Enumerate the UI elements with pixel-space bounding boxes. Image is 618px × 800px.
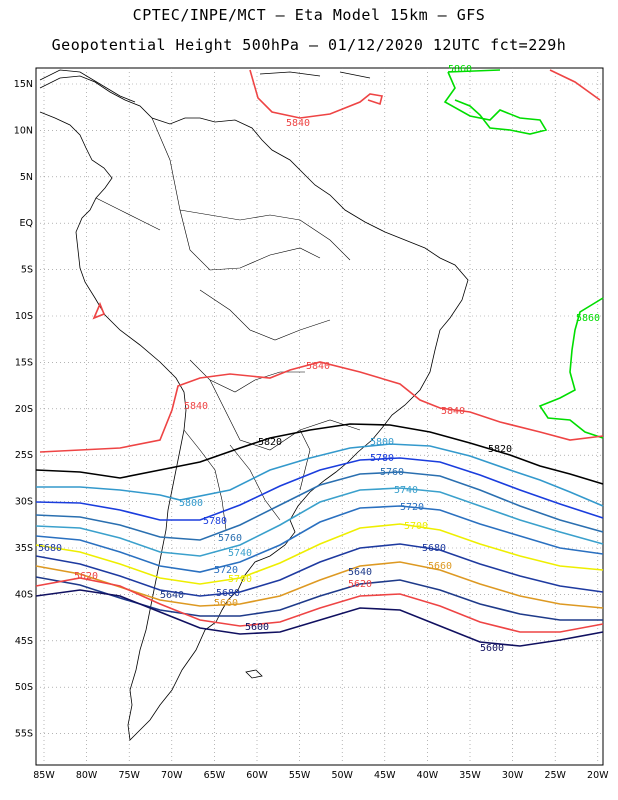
contour-label: 5600 <box>480 643 504 654</box>
lat-tick-label: 45S <box>15 636 33 647</box>
title-line-1: CPTEC/INPE/MCT – Eta Model 15km – GFS <box>132 6 486 24</box>
contour-label: 5620 <box>348 579 372 590</box>
longitude-axis: 85W 80W 75W 70W 65W 60W 55W 50W 45W 40W 35W 30W 25W 2… <box>33 770 609 781</box>
contour-label: 5840 <box>306 361 330 372</box>
contour-label: 5780 <box>370 453 394 464</box>
contour-5760 <box>35 471 604 541</box>
contour-label: 5860 <box>448 64 472 75</box>
contour-label: 5680 <box>422 543 446 554</box>
lat-tick-label: 30S <box>15 497 33 508</box>
contour-5800 <box>36 443 604 507</box>
lon-tick-label: 70W <box>161 770 183 781</box>
contour-label: 5740 <box>394 485 418 496</box>
contour-label: 5820 <box>488 444 512 455</box>
contour-label: 5640 <box>160 590 184 601</box>
contour-label: 5640 <box>348 567 372 578</box>
lon-tick-label: 30W <box>502 770 524 781</box>
contour-label: 5840 <box>441 406 465 417</box>
border-line <box>183 429 227 531</box>
lon-tick-label: 75W <box>118 770 140 781</box>
lon-tick-label: 45W <box>374 770 396 781</box>
contour-label: 5680 <box>216 588 240 599</box>
contour-label: 5800 <box>370 437 394 448</box>
lat-tick-label: 10N <box>14 125 33 136</box>
contour-label: 5840 <box>184 401 208 412</box>
contour-5740 <box>35 487 604 557</box>
contour-5840-south <box>39 361 604 453</box>
border-line <box>179 209 351 261</box>
contour-5680 <box>35 543 604 597</box>
lon-tick-label: 55W <box>289 770 311 781</box>
contour-5720 <box>35 505 604 573</box>
contour-lines <box>35 69 604 647</box>
contour-label: 5700 <box>228 574 252 585</box>
border-line <box>209 371 305 393</box>
contour-5620 <box>35 577 604 633</box>
contour-5820 <box>35 423 604 485</box>
country-borders <box>95 117 361 531</box>
contour-label: 5680 <box>38 543 62 554</box>
map-frame <box>35 67 604 766</box>
lon-tick-label: 20W <box>587 770 609 781</box>
contour-label: 5720 <box>214 565 238 576</box>
lat-tick-label: 55S <box>15 729 33 740</box>
title-line-2: Geopotential Height 500hPa – 01/12/2020 … <box>51 36 567 54</box>
falklands <box>245 669 263 679</box>
border-line <box>151 117 321 271</box>
central-america <box>39 69 136 103</box>
contour-label: 5820 <box>258 437 282 448</box>
lat-tick-label: 35S <box>15 543 33 554</box>
contour-label: 5720 <box>400 502 424 513</box>
lon-tick-label: 60W <box>246 770 268 781</box>
lon-tick-label: 85W <box>33 770 55 781</box>
contour-label: 5860 <box>576 313 600 324</box>
lat-tick-label: 25S <box>15 450 33 461</box>
contour-label: 5660 <box>428 561 452 572</box>
contour-5840-small <box>92 301 106 320</box>
lat-tick-label: 5S <box>21 265 33 276</box>
contour-label: 5700 <box>404 521 428 532</box>
border-line <box>199 289 331 341</box>
border-line <box>189 359 361 451</box>
lat-tick-label: 5N <box>20 172 33 183</box>
lon-tick-label: 50W <box>331 770 353 781</box>
contour-5780 <box>35 457 604 521</box>
lat-tick-label: EQ <box>20 218 33 229</box>
contour-5860-east <box>538 297 604 439</box>
contour-label: 5780 <box>203 516 227 527</box>
contour-5600 <box>35 589 604 647</box>
contour-5840-north <box>249 69 601 119</box>
lon-tick-label: 65W <box>204 770 226 781</box>
lat-tick-label: 20S <box>15 404 33 415</box>
lat-tick-label: 50S <box>15 682 33 693</box>
contour-label: 5740 <box>228 548 252 559</box>
contour-label: 5660 <box>214 598 238 609</box>
lat-tick-label: 10S <box>15 311 33 322</box>
graticule <box>36 68 603 765</box>
contour-labels: 5860 5860 5840 5840 5840 5840 5820 5820 … <box>38 64 600 654</box>
border-line <box>95 197 161 231</box>
contour-label: 5840 <box>286 118 310 129</box>
contour-label: 5760 <box>380 467 404 478</box>
border-line <box>299 429 311 491</box>
lon-tick-label: 40W <box>417 770 439 781</box>
lat-tick-label: 40S <box>15 589 33 600</box>
border-line <box>229 444 281 521</box>
latitude-axis: 15N 10N 5N EQ 5S 10S 15S 20S 25S 30S 35S 40S 45S 50S 5… <box>14 79 33 740</box>
contour-label: 5620 <box>74 571 98 582</box>
contour-5700 <box>35 523 604 585</box>
contour-5860-north <box>443 69 548 135</box>
lat-tick-label: 15N <box>14 79 33 90</box>
lat-tick-label: 15S <box>15 357 33 368</box>
contour-label: 5600 <box>245 622 269 633</box>
contour-label: 5800 <box>179 498 203 509</box>
lon-tick-label: 80W <box>76 770 98 781</box>
contour-label: 5760 <box>218 533 242 544</box>
caribbean-islands <box>259 71 371 79</box>
lon-tick-label: 25W <box>544 770 566 781</box>
lon-tick-label: 35W <box>459 770 481 781</box>
